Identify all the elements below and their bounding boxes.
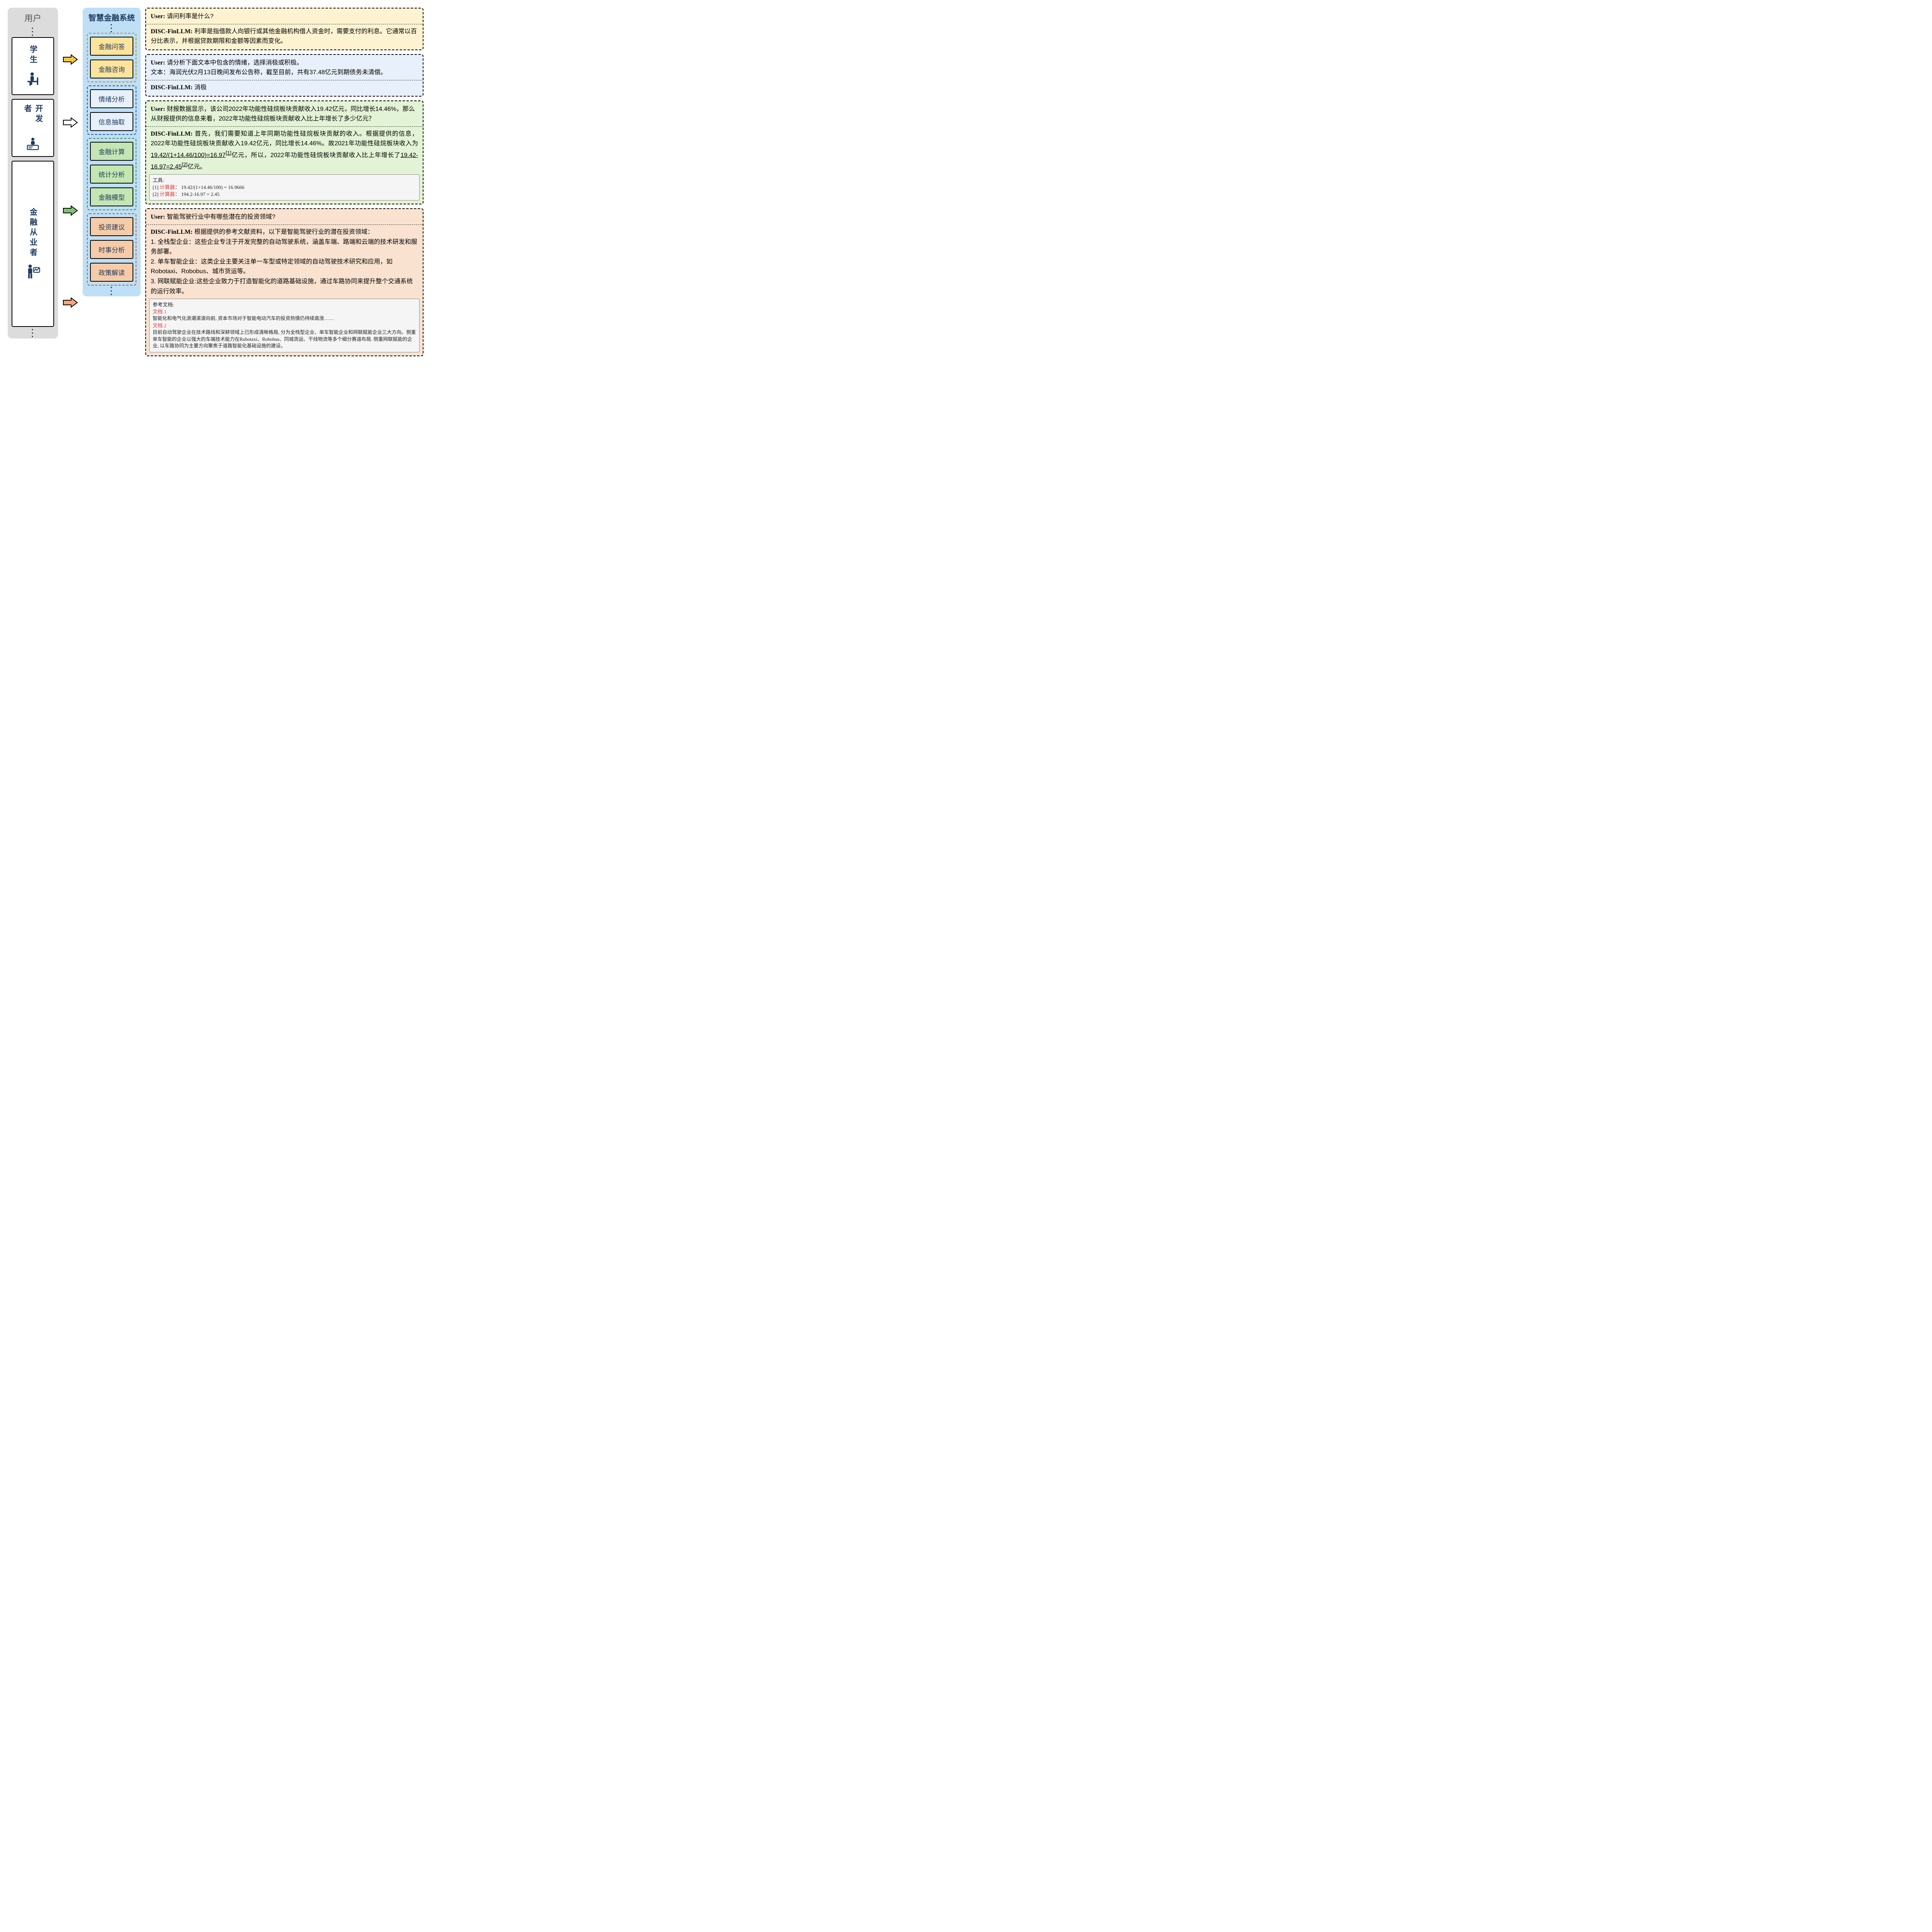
tool-expr1: ： 19.42/(1+14.46/100) = 16.9666 <box>175 184 244 190</box>
developer-icon <box>25 137 41 151</box>
calc-ref2: [2] <box>182 162 188 167</box>
adv-bot-intro: 根据提供的参考文献资料，以下是智能驾驶行业的潜在投资领域： <box>194 229 374 235</box>
ref-title: 参考文档: <box>153 301 416 308</box>
user-label: User: <box>151 214 165 220</box>
chip-extract: 信息抽取 <box>90 112 133 131</box>
adv-p2: 2. 单车智能企业：这类企业主要关注单一车型或特定领域的自动驾驶技术研究和应用，… <box>151 257 418 277</box>
calc-bot-end: 亿元。 <box>187 163 206 170</box>
tool-pre1: [1] <box>153 184 160 190</box>
arrows-column <box>63 8 78 308</box>
tool-box: 工具: [1] 计算器： 19.42/(1+14.46/100) = 16.96… <box>149 174 420 201</box>
user-box-student: 学生 <box>12 37 54 95</box>
calc-ref1: [1] <box>226 150 231 156</box>
dialog-qa: User: 请问利率是什么? DISC-FinLLM: 利率是指借款人向银行或其… <box>145 8 423 50</box>
users-column: 用户 ⋮ 学生 开发者 <box>8 8 58 338</box>
sent-user-line: User: 请分析下面文本中包含的情绪，选择消极或积极。 <box>151 58 418 68</box>
bot-label: DISC-FinLLM: <box>151 28 192 35</box>
tool-line1: [1] 计算器： 19.42/(1+14.46/100) = 16.9666 <box>153 184 416 191</box>
tool-title: 工具: <box>153 177 416 184</box>
vdots-icon: ⋮ <box>106 289 117 293</box>
chip-calc: 金融计算 <box>90 142 133 161</box>
doc2-text: 目前自动驾驶企业在技术路线和深耕领域上已形成清晰格局, 分为全栈型企业、单车智能… <box>153 329 416 350</box>
vdots-icon: ⋮ <box>27 331 38 335</box>
diagram-root: 用户 ⋮ 学生 开发者 <box>8 8 1924 356</box>
sent-bot-line: DISC-FinLLM: 消极 <box>151 83 418 93</box>
tool-name2: 计算器 <box>160 191 175 197</box>
tool-name1: 计算器 <box>160 184 175 190</box>
adv-p1: 1. 全栈型企业：这些企业专注于开发完整的自动驾驶系统，涵盖车端、路端和云端的技… <box>151 237 418 257</box>
tool-pre2: [2] <box>153 191 160 197</box>
user-label-student: 学生 <box>27 45 39 65</box>
group-yellow: 金融问答 金融咨询 <box>87 33 136 82</box>
calc-bot-line: DISC-FinLLM: 首先，我们需要知道上年同期功能性硅烷板块贡献的收入。根… <box>151 129 418 172</box>
group-orange: 投资建议 时事分析 政策解读 <box>87 213 136 286</box>
arrow-icon <box>63 205 78 216</box>
chip-sentiment: 情绪分析 <box>90 89 133 108</box>
chip-consult: 金融咨询 <box>90 60 133 78</box>
user-label-analyst: 金融从业者 <box>27 208 39 258</box>
sent-user-q: 请分析下面文本中包含的情绪，选择消极或积极。 <box>167 60 303 66</box>
user-label: User: <box>151 13 165 20</box>
divider <box>146 224 423 225</box>
calc-user-text: 财报数据显示，该公司2022年功能性硅烷板块贡献收入19.42亿元，同比增长14… <box>151 106 415 122</box>
qa-user-line: User: 请问利率是什么? <box>151 12 418 22</box>
sent-text-line: 文本：海润光伏2月13日晚间发布公告称，截至目前，共有37.48亿元到期债务未清… <box>151 68 418 78</box>
divider <box>146 126 423 127</box>
dialogs-column: User: 请问利率是什么? DISC-FinLLM: 利率是指借款人向银行或其… <box>145 8 423 356</box>
sent-text-label: 文本： <box>151 69 169 76</box>
tool-line2: [2] 计算器： 194.2-16.97 = 2.45 <box>153 191 416 198</box>
tool-expr2: ： 194.2-16.97 = 2.45 <box>175 191 219 197</box>
chip-invest: 投资建议 <box>90 217 133 236</box>
ref-box: 参考文档: 文档 1 智能化和电气化浪潮滚滚向前, 资本市场对于智能电动汽车的投… <box>149 299 420 352</box>
calc-bot-mid: 亿元，所以，2022年功能性硅烷板块贡献收入比上年增长了 <box>231 152 401 158</box>
vdots-icon: ⋮ <box>27 29 38 33</box>
chip-policy: 政策解读 <box>90 263 133 282</box>
user-label: User: <box>151 106 165 112</box>
group-blue: 情绪分析 信息抽取 <box>87 85 136 135</box>
user-label: User: <box>151 60 165 66</box>
analyst-icon <box>25 264 41 280</box>
system-title: 智慧金融系统 <box>88 12 135 23</box>
doc2-label: 文档 2 <box>153 322 416 329</box>
student-icon <box>25 71 41 87</box>
qa-bot-line: DISC-FinLLM: 利率是指借款人向银行或其他金融机构借人资金时，需要支付… <box>151 27 418 46</box>
user-box-developer: 开发者 <box>12 99 54 157</box>
chip-qa: 金融问答 <box>90 37 133 56</box>
doc1-label: 文档 1 <box>153 308 416 315</box>
sent-text: 海润光伏2月13日晚间发布公告称，截至目前，共有37.48亿元到期债务未清偿。 <box>169 69 387 76</box>
group-green: 金融计算 统计分析 金融模型 <box>87 138 136 210</box>
chip-stats: 统计分析 <box>90 165 133 184</box>
bot-label: DISC-FinLLM: <box>151 84 192 91</box>
user-label-developer: 开发者 <box>22 104 44 131</box>
qa-user-text: 请问利率是什么? <box>167 13 214 20</box>
arrow-icon <box>63 297 78 308</box>
bot-label: DISC-FinLLM: <box>151 229 192 235</box>
calc-user-line: User: 财报数据显示，该公司2022年功能性硅烷板块贡献收入19.42亿元，… <box>151 104 418 124</box>
calc-expr1: 19.42/(1+14.46/100)=16.97 <box>151 152 226 158</box>
dialog-sentiment: User: 请分析下面文本中包含的情绪，选择消极或积极。 文本：海润光伏2月13… <box>145 54 423 97</box>
arrow-icon <box>63 54 78 65</box>
bot-label: DISC-FinLLM: <box>151 131 192 137</box>
user-box-analyst: 金融从业者 <box>12 161 54 327</box>
users-title: 用户 <box>24 12 41 24</box>
system-column: 智慧金融系统 ⋮ 金融问答 金融咨询 情绪分析 信息抽取 金融计算 统计分析 金… <box>83 8 141 296</box>
dialog-advice: User: 智能驾驶行业中有哪些潜在的投资领域? DISC-FinLLM: 根据… <box>145 208 423 356</box>
arrow-icon <box>63 117 78 128</box>
vdots-icon: ⋮ <box>106 26 117 30</box>
adv-user-line: User: 智能驾驶行业中有哪些潜在的投资领域? <box>151 212 418 222</box>
chip-model: 金融模型 <box>90 187 133 206</box>
adv-user-text: 智能驾驶行业中有哪些潜在的投资领域? <box>167 214 276 220</box>
adv-p3: 3. 网联赋能企业:这些企业致力于打造智能化的道路基础设施，通过车路协同来提升整… <box>151 277 418 296</box>
chip-news: 时事分析 <box>90 240 133 259</box>
sent-bot-text: 消极 <box>194 84 207 91</box>
adv-bot-block: DISC-FinLLM: 根据提供的参考文献资料，以下是智能驾驶行业的潜在投资领… <box>151 227 418 296</box>
dialog-calc: User: 财报数据显示，该公司2022年功能性硅烷板块贡献收入19.42亿元，… <box>145 100 423 205</box>
doc1-text: 智能化和电气化浪潮滚滚向前, 资本市场对于智能电动汽车的投资热情仍持续高涨…… <box>153 315 416 322</box>
